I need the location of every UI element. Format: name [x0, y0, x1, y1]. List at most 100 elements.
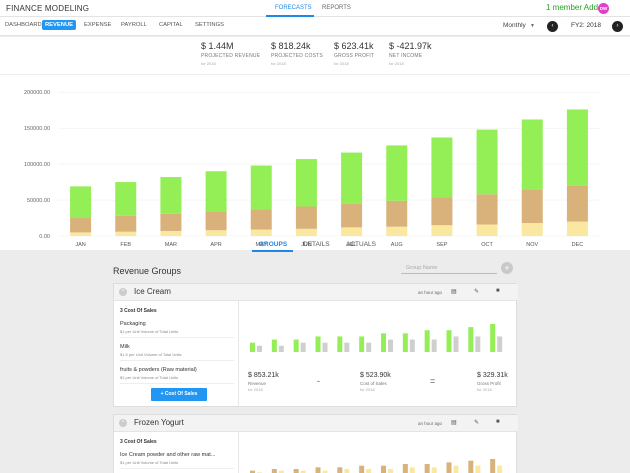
kpi-sub: for 2018	[201, 61, 216, 66]
cost-item-name: fruits & powders (Raw material)	[120, 367, 197, 373]
mini-bar	[344, 342, 350, 352]
subtab-settings[interactable]: SETTINGS	[195, 22, 224, 28]
card-header: ^ Frozen Yogurt an hour ago ▤ ✎ ■	[114, 415, 518, 432]
mini-bar	[402, 464, 408, 473]
x-tick-label: MAR	[165, 242, 177, 248]
cost-item-name: Ice Cream powder and other raw mat...	[120, 452, 216, 458]
mini-bar	[337, 467, 343, 473]
cost-item[interactable]: Packaging $1 per Unit Volume of Total Un…	[120, 321, 234, 338]
cost-item-name: Milk	[120, 344, 130, 350]
mini-bar	[300, 470, 306, 473]
edit-icon[interactable]: ✎	[474, 289, 480, 295]
plus-icon[interactable]: +	[501, 262, 513, 274]
x-tick-label: FEB	[120, 242, 131, 248]
bar-segment	[160, 177, 182, 214]
group-card-frozen-yogurt: ^ Frozen Yogurt an hour ago ▤ ✎ ■ 3 Cost…	[113, 414, 518, 473]
member-add-link[interactable]: 1 member Add	[546, 3, 599, 12]
bar-segment	[566, 185, 588, 222]
subtab-dashboard[interactable]: DASHBOARD	[5, 22, 42, 28]
mini-bar	[322, 342, 328, 352]
kpi-gross-profit: $ 623.41k GROSS PROFIT for 2018	[334, 41, 374, 66]
subtab-expense[interactable]: EXPENSE	[84, 22, 112, 28]
mini-bar	[388, 339, 393, 352]
x-tick-label: SEP	[436, 242, 447, 248]
mini-bar	[278, 345, 284, 352]
bar-segment	[250, 229, 272, 236]
mini-bar	[381, 333, 386, 352]
mini-bar	[424, 464, 430, 473]
bar-segment	[115, 231, 137, 236]
bar-segment	[115, 182, 137, 216]
group-name-input[interactable]: Group Name	[401, 262, 497, 274]
bar-segment	[566, 109, 588, 186]
mini-bar	[250, 470, 255, 473]
bar-segment	[386, 226, 408, 236]
bar-segment	[476, 194, 498, 225]
mini-bar	[468, 460, 474, 473]
x-tick-label: JAN	[75, 242, 85, 248]
mini-bar	[409, 339, 415, 352]
y-tick-label: 0.00	[39, 234, 50, 240]
mini-bar	[409, 467, 415, 473]
kpi-value: $ 818.24k	[271, 41, 311, 51]
cost-item[interactable]: Ice Cream powder and other raw mat... $1…	[120, 452, 234, 469]
group-name: Frozen Yogurt	[134, 418, 184, 427]
delete-icon[interactable]: ■	[496, 288, 500, 294]
kpi-projected-revenue: $ 1.44M PROJECTED REVENUE for 2018	[201, 41, 260, 66]
next-year-button[interactable]: ›	[612, 21, 623, 32]
edit-icon[interactable]: ✎	[474, 420, 480, 426]
caret-down-icon[interactable]: ▼	[530, 23, 535, 29]
bar-segment	[341, 203, 363, 228]
group-mini-bar-chart	[250, 459, 503, 473]
active-tab-indicator	[252, 250, 293, 252]
bar-segment	[205, 230, 227, 236]
mini-bar	[497, 465, 503, 473]
group-card-ice-cream: ^ Ice Cream an hour ago ▤ ✎ ■ 3 Cost Of …	[113, 283, 518, 407]
tab-reports[interactable]: REPORTS	[322, 5, 351, 11]
bar-segment	[521, 223, 543, 236]
bar-segment	[295, 206, 317, 229]
mini-bar	[315, 467, 321, 473]
chevron-up-icon[interactable]: ^	[119, 419, 127, 427]
mini-bar	[257, 345, 262, 352]
comment-icon[interactable]: ▤	[451, 420, 457, 426]
x-tick-label: NOV	[526, 242, 538, 248]
mini-bar	[424, 330, 430, 352]
delete-icon[interactable]: ■	[496, 419, 500, 425]
mini-bar	[453, 465, 459, 473]
add-cost-of-sales-button[interactable]: + Cost Of Sales	[151, 388, 207, 401]
mini-bar	[475, 336, 481, 352]
bar-segment	[476, 224, 498, 236]
previous-year-button[interactable]: ‹	[547, 21, 558, 32]
x-tick-label: OCT	[481, 242, 493, 248]
fiscal-year-label: FY2: 2018	[571, 22, 601, 29]
bar-segment	[250, 209, 272, 230]
chevron-up-icon[interactable]: ^	[119, 288, 127, 296]
tab-forecasts[interactable]: FORECASTS	[275, 5, 312, 11]
mini-bar	[490, 459, 496, 473]
active-tab-indicator	[266, 15, 314, 17]
subtab-capital[interactable]: CAPITAL	[159, 22, 183, 28]
app-title: FINANCE MODELING	[6, 4, 90, 13]
cost-item[interactable]: Milk $1.5 per Unit Volume of Total Units	[120, 344, 234, 361]
summary-gross-profit: $ 329.31k Gross Profit for 2018	[477, 372, 508, 392]
subtab-payroll[interactable]: PAYROLL	[121, 22, 147, 28]
bar-segment	[431, 197, 453, 226]
sub-navigation: DASHBOARD REVENUE EXPENSE PAYROLL CAPITA…	[0, 17, 630, 36]
period-select[interactable]: Monthly	[503, 22, 526, 29]
comment-icon[interactable]: ▤	[451, 289, 457, 295]
bar-segment	[431, 137, 453, 198]
subtab-revenue[interactable]: REVENUE	[42, 20, 77, 30]
summary-sub: for 2018	[360, 387, 375, 392]
tab-groups[interactable]: GROUPS	[259, 241, 288, 248]
kpi-value: $ 1.44M	[201, 41, 234, 51]
mini-bar	[344, 469, 350, 473]
avatar[interactable]: DW	[598, 3, 609, 14]
cost-item[interactable]: fruits & powders (Raw material) $1 per U…	[120, 367, 234, 384]
bar-segment	[160, 213, 182, 231]
revenue-groups-title: Revenue Groups	[113, 266, 182, 276]
tab-details[interactable]: DETAILS	[303, 241, 330, 248]
bar-segment	[205, 211, 227, 231]
tab-actuals[interactable]: ACTUALS	[346, 241, 376, 248]
bar-segment	[566, 221, 588, 236]
